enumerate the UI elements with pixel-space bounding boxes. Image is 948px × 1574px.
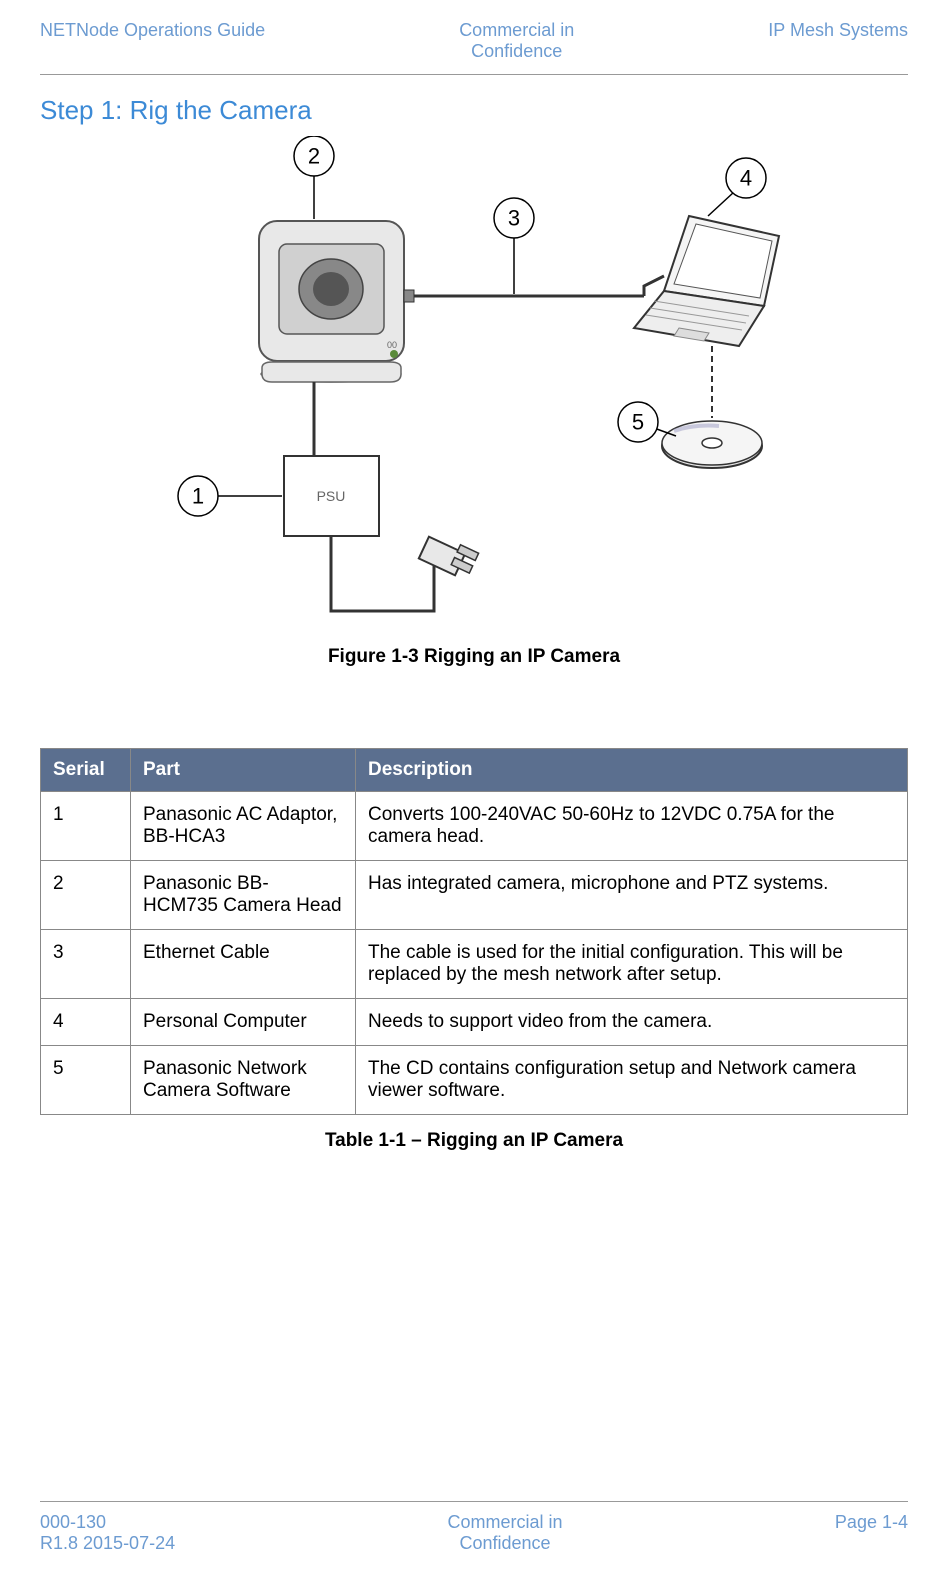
rigging-diagram: 00 PSU	[154, 136, 794, 626]
svg-text:5: 5	[632, 410, 644, 435]
cell-serial: 4	[41, 999, 131, 1046]
svg-text:2: 2	[308, 144, 320, 169]
cell-description: Converts 100-240VAC 50-60Hz to 12VDC 0.7…	[356, 792, 908, 861]
cell-description: Needs to support video from the camera.	[356, 999, 908, 1046]
table-row: 2 Panasonic BB-HCM735 Camera Head Has in…	[41, 861, 908, 930]
footer-right: Page 1-4	[835, 1512, 908, 1554]
page-footer: 000-130 R1.8 2015-07-24 Commercial in Co…	[40, 1501, 908, 1554]
svg-text:3: 3	[508, 206, 520, 231]
cell-part: Panasonic Network Camera Software	[131, 1046, 356, 1115]
cell-part: Personal Computer	[131, 999, 356, 1046]
table-row: 5 Panasonic Network Camera Software The …	[41, 1046, 908, 1115]
parts-table: Serial Part Description 1 Panasonic AC A…	[40, 748, 908, 1115]
th-serial: Serial	[41, 749, 131, 792]
cell-serial: 3	[41, 930, 131, 999]
th-part: Part	[131, 749, 356, 792]
figure-caption: Figure 1-3 Rigging an IP Camera	[40, 646, 908, 668]
footer-left: 000-130 R1.8 2015-07-24	[40, 1512, 175, 1554]
footer-center: Commercial in Confidence	[448, 1512, 563, 1554]
table-row: 3 Ethernet Cable The cable is used for t…	[41, 930, 908, 999]
cell-description: The cable is used for the initial config…	[356, 930, 908, 999]
cell-serial: 2	[41, 861, 131, 930]
step-title: Step 1: Rig the Camera	[40, 95, 908, 126]
header-center: Commercial in Confidence	[459, 20, 574, 62]
table-row: 1 Panasonic AC Adaptor, BB-HCA3 Converts…	[41, 792, 908, 861]
svg-text:PSU: PSU	[317, 488, 346, 504]
cell-description: The CD contains configuration setup and …	[356, 1046, 908, 1115]
table-row: 4 Personal Computer Needs to support vid…	[41, 999, 908, 1046]
cell-serial: 1	[41, 792, 131, 861]
cell-description: Has integrated camera, microphone and PT…	[356, 861, 908, 930]
header-right: IP Mesh Systems	[768, 20, 908, 62]
svg-text:00: 00	[387, 340, 397, 350]
svg-text:4: 4	[740, 166, 752, 191]
cell-part: Panasonic BB-HCM735 Camera Head	[131, 861, 356, 930]
cell-serial: 5	[41, 1046, 131, 1115]
header-left: NETNode Operations Guide	[40, 20, 265, 62]
cell-part: Ethernet Cable	[131, 930, 356, 999]
cell-part: Panasonic AC Adaptor, BB-HCA3	[131, 792, 356, 861]
diagram-container: 00 PSU	[40, 136, 908, 626]
page-header: NETNode Operations Guide Commercial in C…	[40, 20, 908, 75]
th-description: Description	[356, 749, 908, 792]
svg-text:1: 1	[192, 484, 204, 509]
table-caption: Table 1-1 – Rigging an IP Camera	[40, 1130, 908, 1152]
